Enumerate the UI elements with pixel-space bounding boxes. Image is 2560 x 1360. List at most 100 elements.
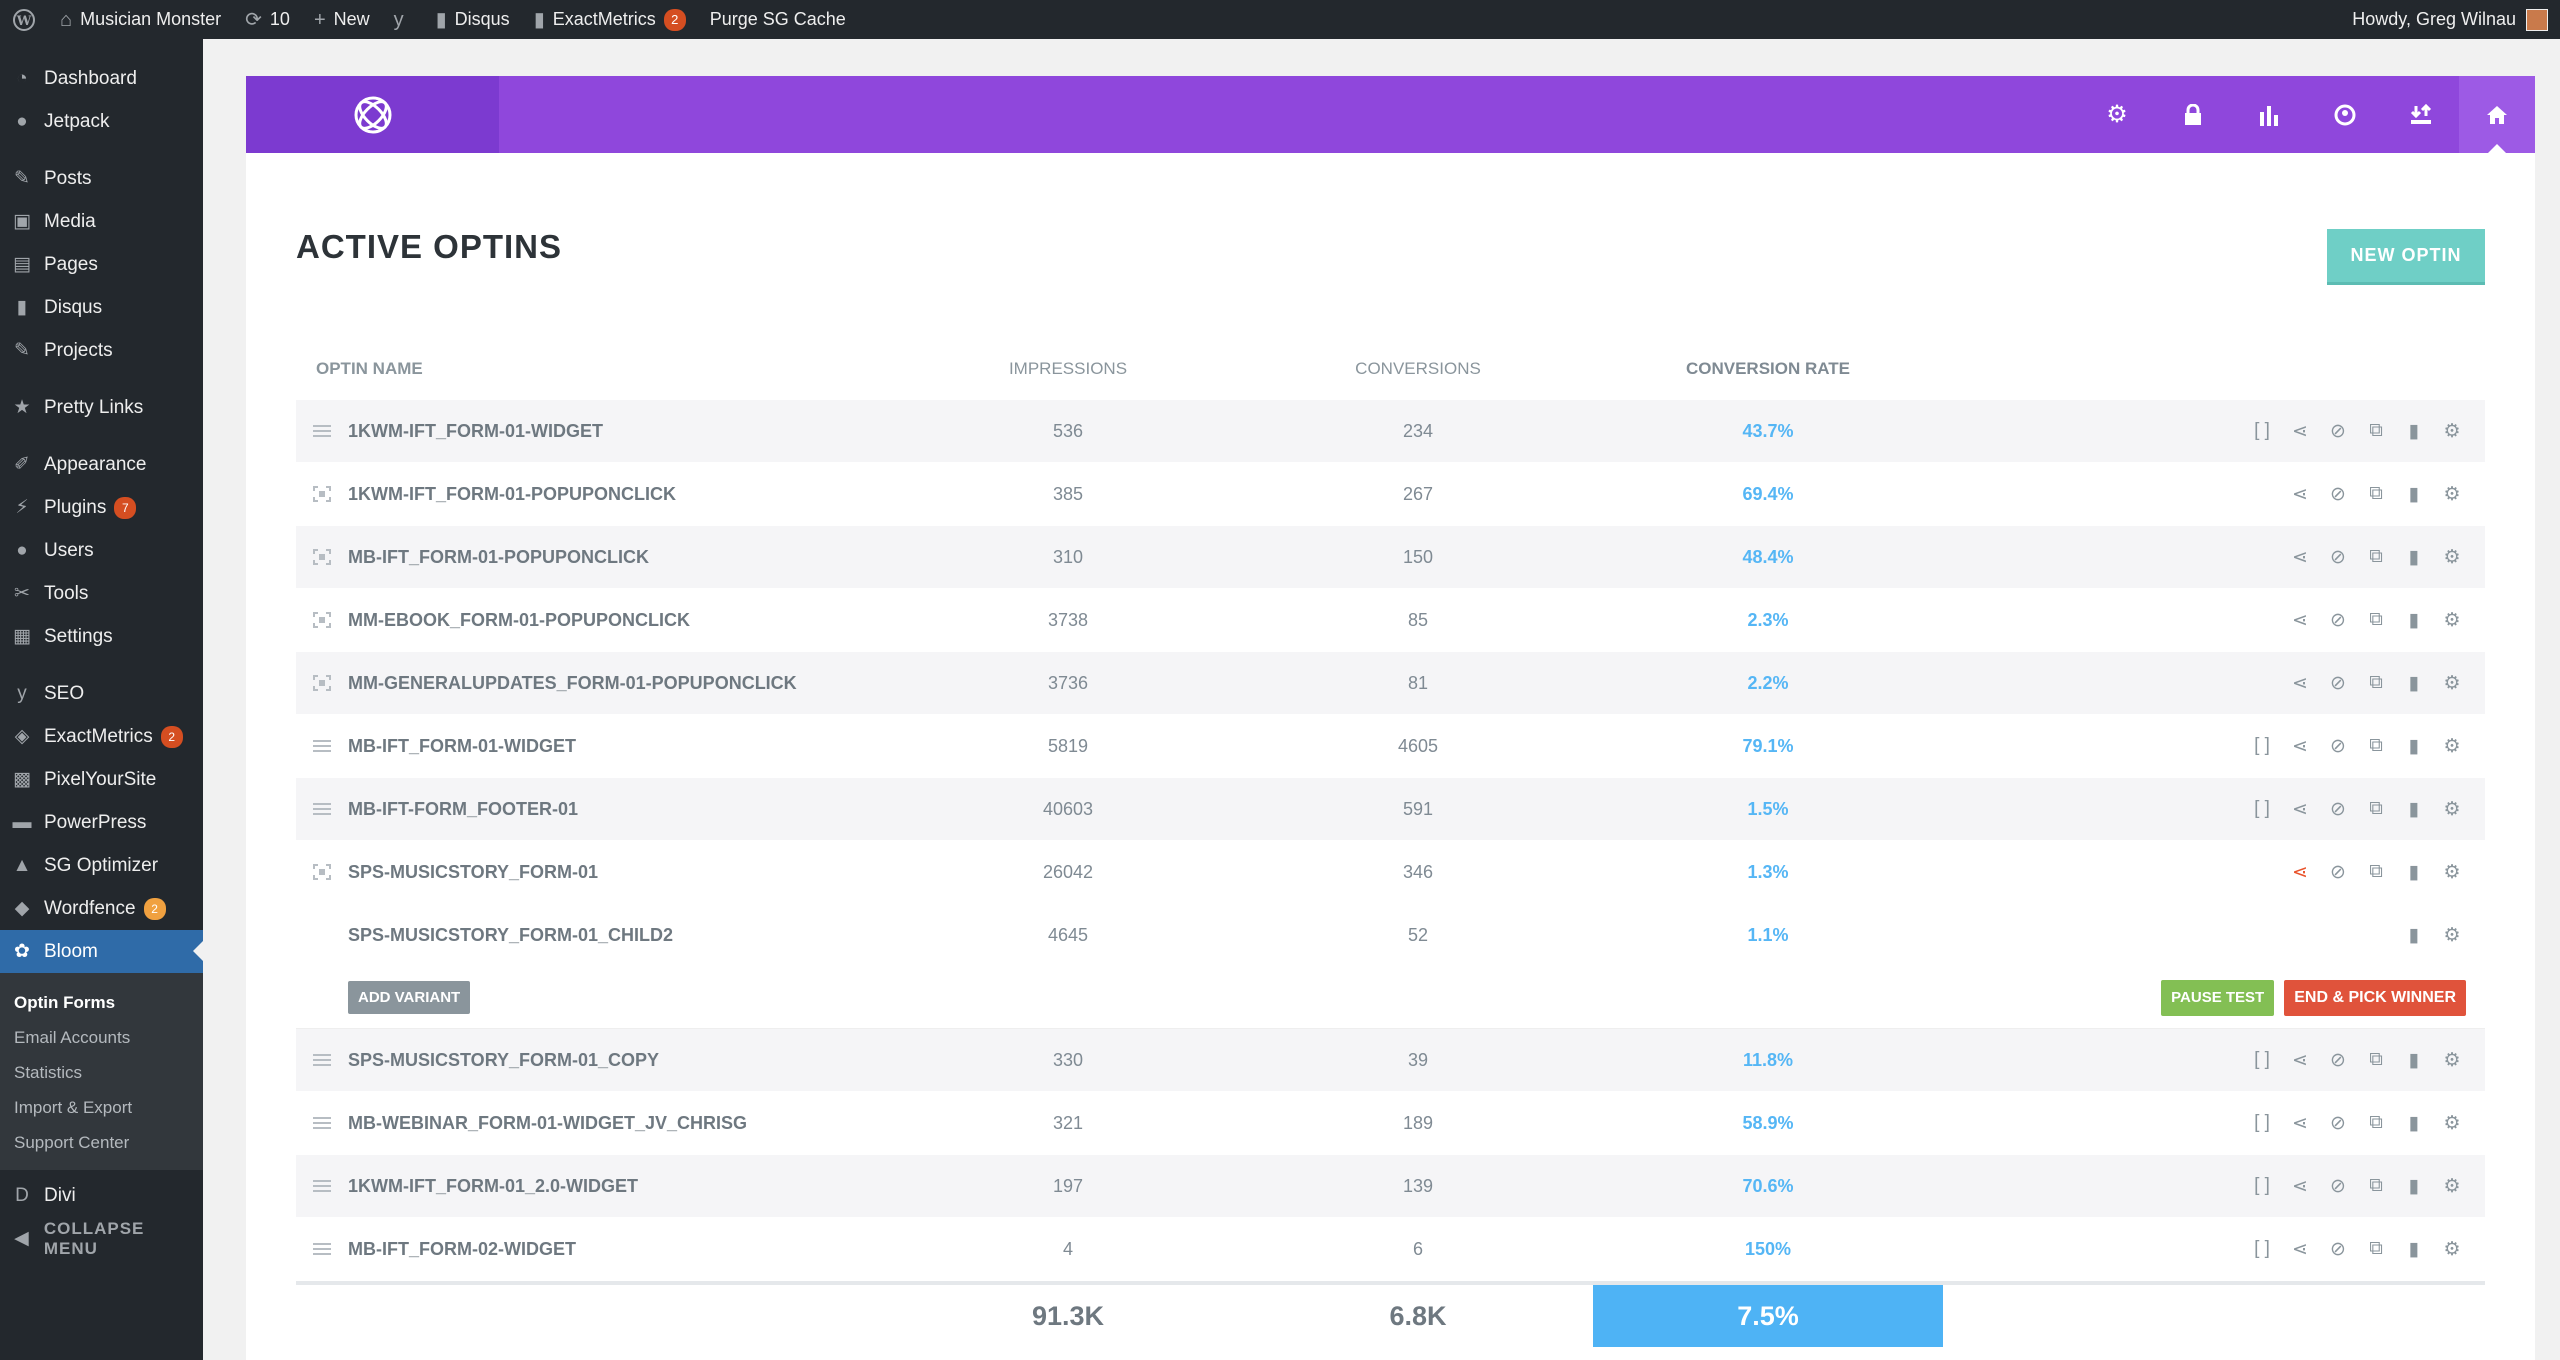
optin-name[interactable]: MB-IFT_FORM-01-WIDGET [348, 735, 576, 756]
settings-gear-icon[interactable]: ⚙ [2443, 735, 2461, 757]
sidebar-item-powerpress[interactable]: ▬ PowerPress [0, 801, 203, 844]
settings-gear-icon[interactable]: ⚙ [2443, 1238, 2461, 1260]
sidebar-item-pretty-links[interactable]: ★ Pretty Links [0, 386, 203, 429]
deactivate-icon[interactable]: ⊘ [2330, 735, 2346, 757]
deactivate-icon[interactable]: ⊘ [2330, 609, 2346, 631]
delete-icon[interactable]: ▮ [2408, 420, 2420, 442]
duplicate-icon[interactable]: ⧉ [2369, 672, 2383, 693]
delete-icon[interactable]: ▮ [2408, 861, 2420, 883]
optin-name[interactable]: MM-GENERALUPDATES_FORM-01-POPUPONCLICK [348, 672, 797, 693]
updates-link[interactable]: ⟳ 10 [233, 0, 302, 39]
table-row[interactable]: SPS-MUSICSTORY_FORM-01_CHILD2 4645 52 1.1% ▮… [296, 904, 2485, 967]
submenu-optin-forms[interactable]: Optin Forms [14, 992, 116, 1012]
import-export-icon[interactable] [2383, 76, 2459, 153]
duplicate-icon[interactable]: ⧉ [2369, 1049, 2383, 1070]
table-row[interactable]: 1KWM-IFT_FORM-01_2.0-WIDGET 197 139 70.6% [ … [296, 1155, 2485, 1218]
sidebar-item-settings[interactable]: ▦ Settings [0, 615, 203, 658]
optin-name[interactable]: MB-IFT_FORM-02-WIDGET [348, 1238, 576, 1259]
delete-icon[interactable]: ▮ [2408, 735, 2420, 757]
settings-gear-icon[interactable]: ⚙ [2443, 420, 2461, 442]
deactivate-icon[interactable]: ⊘ [2330, 420, 2346, 442]
optin-name[interactable]: 1KWM-IFT_FORM-01-WIDGET [348, 420, 603, 441]
sidebar-item-appearance[interactable]: ✐ Appearance [0, 443, 203, 486]
table-row[interactable]: MB-WEBINAR_FORM-01-WIDGET_JV_CHRISG 321 18… [296, 1092, 2485, 1155]
collapse-menu-button[interactable]: ◀ COLLAPSE MENU [0, 1217, 203, 1260]
submenu-email-accounts[interactable]: Email Accounts [14, 1027, 131, 1047]
settings-gear-icon[interactable]: ⚙ [2443, 672, 2461, 694]
duplicate-icon[interactable]: ⧉ [2369, 861, 2383, 882]
embed-code-icon[interactable]: [ ] [2254, 1175, 2270, 1196]
site-name-link[interactable]: ⌂ Musician Monster [48, 0, 233, 39]
duplicate-icon[interactable]: ⧉ [2369, 483, 2383, 504]
embed-code-icon[interactable]: [ ] [2254, 1049, 2270, 1070]
exactmetrics-link[interactable]: ▮ ExactMetrics 2 [522, 0, 698, 39]
duplicate-icon[interactable]: ⧉ [2369, 546, 2383, 567]
optin-name[interactable]: 1KWM-IFT_FORM-01-POPUPONCLICK [348, 483, 676, 504]
settings-gear-icon[interactable]: ⚙ [2443, 546, 2461, 568]
add-variant-button[interactable]: ADD VARIANT [348, 981, 471, 1014]
settings-gear-icon[interactable]: ⚙ [2443, 609, 2461, 631]
share-split-test-icon[interactable]: ⋖ [2292, 1049, 2308, 1071]
settings-gear-icon[interactable]: ⚙ [2443, 1175, 2461, 1197]
sidebar-item-wordfence[interactable]: ◆ Wordfence 2 [0, 887, 203, 930]
sidebar-item-sg-optimizer[interactable]: ▲ SG Optimizer [0, 844, 203, 887]
settings-gear-icon[interactable]: ⚙ [2443, 798, 2461, 820]
deactivate-icon[interactable]: ⊘ [2330, 861, 2346, 883]
sidebar-item-divi[interactable]: D Divi [0, 1174, 203, 1217]
deactivate-icon[interactable]: ⊘ [2330, 546, 2346, 568]
delete-icon[interactable]: ▮ [2408, 1112, 2420, 1134]
table-row[interactable]: 1KWM-IFT_FORM-01-WIDGET 536 234 43.7% [ ] ⋖ ⊘ ⧉… [296, 400, 2485, 463]
share-split-test-icon[interactable]: ⋖ [2292, 546, 2308, 568]
settings-gear-icon[interactable]: ⚙ [2443, 1112, 2461, 1134]
submenu-statistics[interactable]: Statistics [14, 1062, 83, 1082]
submenu-support-center[interactable]: Support Center [14, 1132, 130, 1152]
duplicate-icon[interactable]: ⧉ [2369, 735, 2383, 756]
deactivate-icon[interactable]: ⊘ [2330, 1238, 2346, 1260]
sidebar-item-plugins[interactable]: ⚡ Plugins 7 [0, 486, 203, 529]
settings-gear-icon[interactable]: ⚙ [2443, 924, 2461, 946]
submenu-import-export[interactable]: Import & Export [14, 1097, 133, 1117]
account-menu[interactable]: Howdy, Greg Wilnau [2352, 8, 2560, 31]
share-split-test-icon[interactable]: ⋖ [2292, 798, 2308, 820]
share-split-test-icon[interactable]: ⋖ [2292, 861, 2308, 883]
sidebar-item-posts[interactable]: ✎ Posts [0, 157, 203, 200]
wordpress-logo[interactable]: W [0, 0, 48, 39]
deactivate-icon[interactable]: ⊘ [2330, 483, 2346, 505]
table-row[interactable]: SPS-MUSICSTORY_FORM-01 26042 346 1.3% ⋖ ⊘ ⧉ ▮ ⚙ [296, 841, 2485, 904]
new-optin-button[interactable]: NEW OPTIN [2327, 229, 2485, 285]
delete-icon[interactable]: ▮ [2408, 1175, 2420, 1197]
duplicate-icon[interactable]: ⧉ [2369, 1112, 2383, 1133]
sidebar-item-projects[interactable]: ✎ Projects [0, 329, 203, 372]
optin-name[interactable]: SPS-MUSICSTORY_FORM-01_CHILD2 [348, 924, 674, 945]
settings-gear-icon[interactable]: ⚙ [2106, 101, 2128, 128]
embed-code-icon[interactable]: [ ] [2254, 1112, 2270, 1133]
optin-name[interactable]: MB-WEBINAR_FORM-01-WIDGET_JV_CHRISG [348, 1112, 748, 1133]
end-pick-winner-button[interactable]: END & PICK WINNER [2284, 979, 2466, 1016]
support-icon[interactable] [2307, 76, 2383, 153]
sidebar-item-disqus[interactable]: ▮ Disqus [0, 286, 203, 329]
sidebar-item-jetpack[interactable]: ● Jetpack [0, 100, 203, 143]
table-row[interactable]: 1KWM-IFT_FORM-01-POPUPONCLICK 385 267 69.4%… [296, 463, 2485, 526]
share-split-test-icon[interactable]: ⋖ [2292, 483, 2308, 505]
share-split-test-icon[interactable]: ⋖ [2292, 735, 2308, 757]
embed-code-icon[interactable]: [ ] [2254, 735, 2270, 756]
optin-name[interactable]: SPS-MUSICSTORY_FORM-01 [348, 861, 599, 882]
deactivate-icon[interactable]: ⊘ [2330, 1112, 2346, 1134]
deactivate-icon[interactable]: ⊘ [2330, 1175, 2346, 1197]
share-split-test-icon[interactable]: ⋖ [2292, 420, 2308, 442]
table-row[interactable]: MB-IFT_FORM-01-WIDGET 5819 4605 79.1% [ ] ⋖ ⊘ ⧉… [296, 715, 2485, 778]
deactivate-icon[interactable]: ⊘ [2330, 1049, 2346, 1071]
optin-name[interactable]: MB-IFT-FORM_FOOTER-01 [348, 798, 578, 819]
sidebar-item-media[interactable]: ▣ Media [0, 200, 203, 243]
duplicate-icon[interactable]: ⧉ [2369, 1238, 2383, 1259]
optin-name[interactable]: MM-EBOOK_FORM-01-POPUPONCLICK [348, 609, 691, 630]
delete-icon[interactable]: ▮ [2408, 924, 2420, 946]
settings-gear-icon[interactable]: ⚙ [2443, 483, 2461, 505]
share-split-test-icon[interactable]: ⋖ [2292, 609, 2308, 631]
sidebar-item-exactmetrics[interactable]: ◈ ExactMetrics 2 [0, 715, 203, 758]
duplicate-icon[interactable]: ⧉ [2369, 798, 2383, 819]
new-content-link[interactable]: + New [302, 0, 382, 39]
yoast-link[interactable]: y [382, 0, 424, 39]
delete-icon[interactable]: ▮ [2408, 483, 2420, 505]
share-split-test-icon[interactable]: ⋖ [2292, 1175, 2308, 1197]
